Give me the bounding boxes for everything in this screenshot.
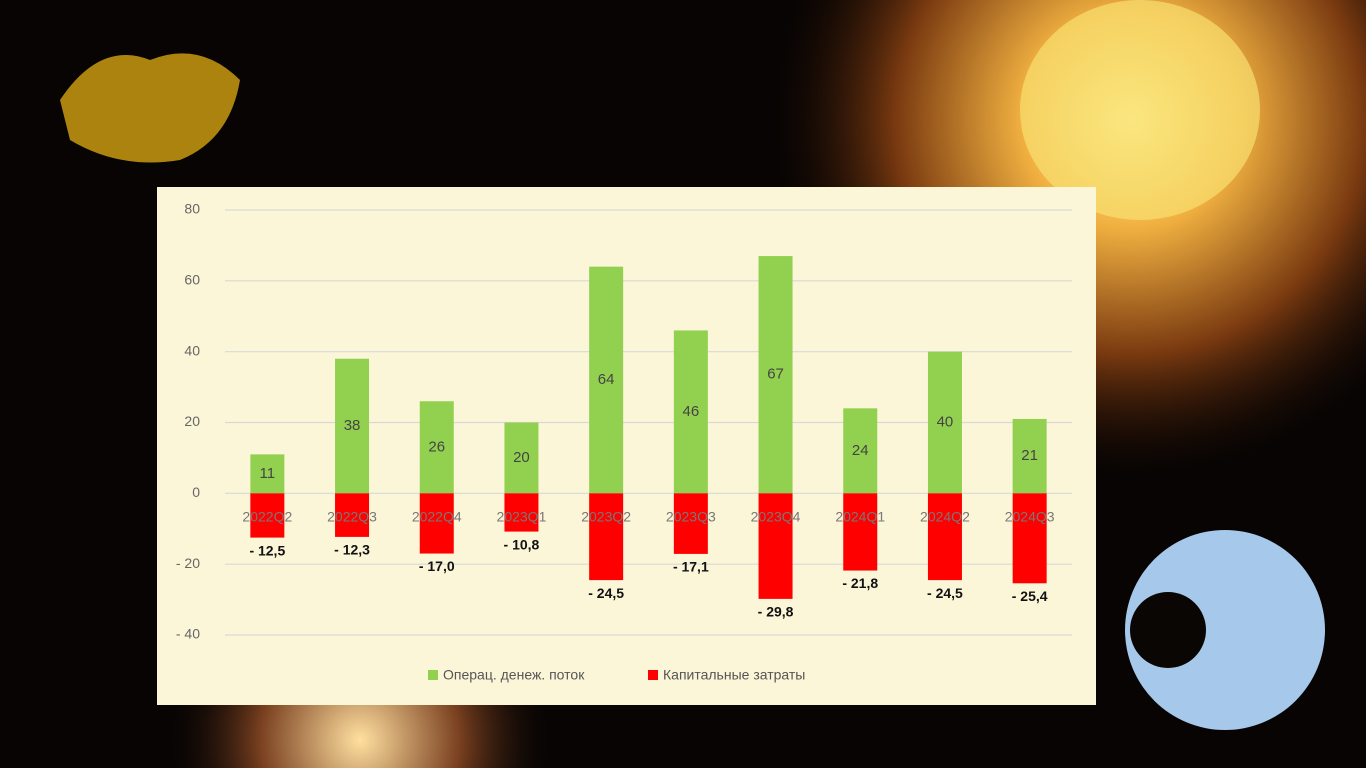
bar <box>335 493 370 537</box>
x-tick-label: 2024Q3 <box>1005 509 1055 525</box>
x-tick-label: 2023Q3 <box>666 509 716 525</box>
data-label: - 12,3 <box>334 542 370 558</box>
x-tick-label: 2022Q2 <box>242 509 292 525</box>
data-label: 67 <box>767 366 784 383</box>
data-label: 40 <box>937 413 954 430</box>
data-label: 20 <box>513 449 530 466</box>
bar <box>927 351 962 494</box>
y-tick-label: 20 <box>184 413 200 429</box>
data-label: 26 <box>428 438 445 455</box>
x-tick-label: 2024Q2 <box>920 509 970 525</box>
bar <box>927 493 962 581</box>
x-tick-label: 2023Q1 <box>497 509 547 525</box>
bar <box>589 493 624 581</box>
x-tick-label: 2023Q2 <box>581 509 631 525</box>
data-label: - 24,5 <box>588 585 624 601</box>
data-label: - 17,1 <box>673 559 709 575</box>
bar <box>335 358 370 494</box>
y-tick-label: 40 <box>184 342 200 358</box>
legend-swatch <box>648 670 658 680</box>
bar <box>419 493 454 554</box>
data-label: - 12,5 <box>249 542 285 558</box>
y-tick-label: - 40 <box>176 626 200 642</box>
data-label: 46 <box>683 403 700 420</box>
data-label: - 29,8 <box>758 604 794 620</box>
bar <box>250 493 285 538</box>
y-tick-label: - 20 <box>176 555 200 571</box>
bar <box>589 266 624 494</box>
bar <box>843 493 878 571</box>
data-label: - 10,8 <box>504 536 540 552</box>
data-label: 24 <box>852 442 869 459</box>
bar <box>758 256 793 494</box>
legend-swatch <box>428 670 438 680</box>
bar <box>673 493 708 554</box>
bar <box>1012 418 1047 494</box>
x-tick-label: 2022Q4 <box>412 509 462 525</box>
legend-label: Операц. денеж. поток <box>443 667 585 683</box>
y-tick-label: 60 <box>184 272 200 288</box>
data-label: 21 <box>1021 447 1038 464</box>
y-tick-label: 0 <box>192 484 200 500</box>
data-label: - 24,5 <box>927 585 963 601</box>
bar <box>1012 493 1047 584</box>
bar <box>419 401 454 494</box>
x-tick-label: 2023Q4 <box>751 509 801 525</box>
data-label: 38 <box>344 417 361 434</box>
y-tick-label: 80 <box>184 201 200 217</box>
bar <box>504 422 539 494</box>
x-tick-label: 2022Q3 <box>327 509 377 525</box>
x-tick-label: 2024Q1 <box>835 509 885 525</box>
data-label: - 17,0 <box>419 558 455 574</box>
data-label: - 21,8 <box>842 575 878 591</box>
data-label: 64 <box>598 371 615 388</box>
bar <box>673 330 708 494</box>
data-label: 11 <box>260 465 276 482</box>
data-label: - 25,4 <box>1012 588 1048 604</box>
bar <box>250 454 285 494</box>
bar <box>843 408 878 494</box>
legend-label: Капитальные затраты <box>663 667 805 683</box>
bar <box>758 493 793 599</box>
bar <box>504 493 539 532</box>
